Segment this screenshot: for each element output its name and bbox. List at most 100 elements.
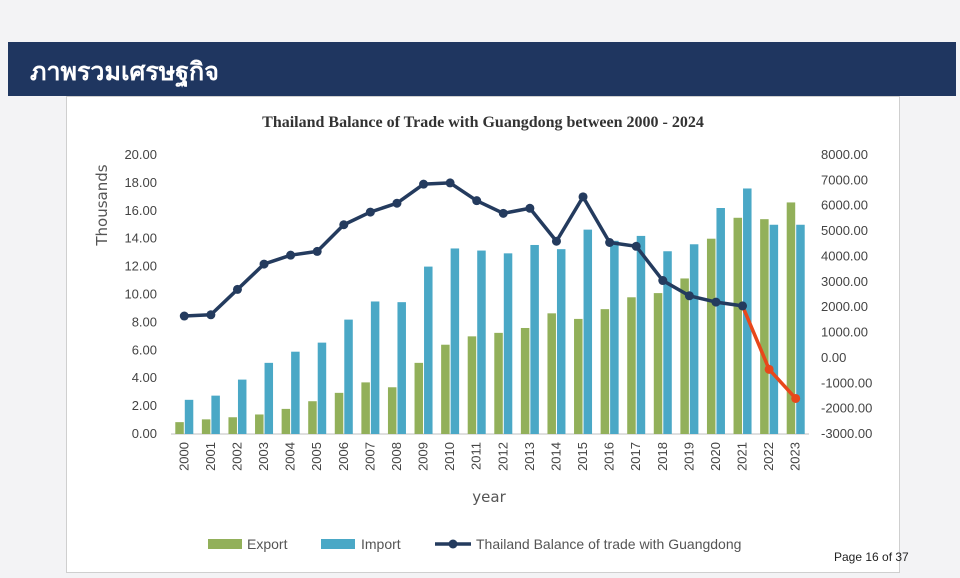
import-bar — [344, 319, 353, 434]
slide-title: ภาพรวมเศรษฐกิจ — [30, 57, 219, 86]
export-bar — [706, 238, 716, 434]
import-bar — [291, 351, 300, 434]
y-tick-label: 0.00 — [132, 426, 157, 441]
export-bar — [467, 336, 477, 434]
x-tick-label: 2015 — [575, 442, 590, 471]
export-bar — [733, 217, 743, 434]
import-bar — [636, 235, 646, 434]
export-bar — [574, 318, 583, 434]
balance-point — [711, 297, 721, 307]
x-tick-label: 2012 — [495, 442, 510, 471]
x-tick-label: 2005 — [309, 442, 324, 471]
x-tick-label: 2003 — [256, 442, 271, 471]
import-bar — [796, 224, 805, 434]
y2-tick-label: -2000.00 — [821, 401, 872, 416]
import-bar — [370, 301, 380, 434]
import-bar — [424, 266, 433, 434]
import-bar — [317, 342, 327, 434]
import-bar — [264, 362, 274, 434]
x-tick-label: 2017 — [628, 442, 643, 471]
balance-point — [259, 259, 269, 269]
export-bar — [361, 382, 370, 434]
export-bar — [600, 309, 610, 434]
import-bar — [237, 379, 247, 434]
balance-point — [764, 364, 774, 374]
x-tick-label: 2014 — [548, 442, 563, 471]
x-tick-label: 2006 — [336, 442, 351, 471]
import-bar — [556, 249, 566, 434]
import-bar — [450, 248, 460, 434]
import-bar — [211, 395, 220, 434]
export-bar — [175, 422, 184, 434]
balance-point — [631, 241, 641, 251]
chart-frame: Thailand Balance of Trade with Guangdong… — [66, 96, 900, 573]
y2-tick-label: 7000.00 — [821, 172, 868, 187]
export-bar — [441, 344, 450, 434]
balance-point — [472, 196, 482, 206]
page-number: Page 16 of 37 — [834, 550, 909, 564]
x-tick-label: 2008 — [389, 442, 404, 471]
x-tick-label: 2016 — [602, 442, 617, 471]
x-tick-label: 2019 — [681, 442, 696, 471]
import-bar — [397, 302, 406, 434]
plot-area: 0.00 2.00 4.00 6.00 8.00 10.00 12.00 14.00 16.00… — [124, 147, 872, 471]
export-bar — [760, 219, 769, 434]
y2-tick-label: 3000.00 — [821, 274, 868, 289]
export-bar — [308, 401, 317, 434]
export-bar — [494, 332, 503, 434]
balance-point — [605, 238, 615, 248]
export-bar — [281, 408, 291, 434]
legend-label-import: Import — [361, 536, 401, 552]
balance-point — [232, 284, 242, 294]
import-bar — [503, 253, 513, 434]
trade-chart: Thailand Balance of Trade with Guangdong… — [93, 114, 872, 552]
y2-tick-label: 2000.00 — [821, 299, 868, 314]
legend-label-export: Export — [247, 536, 288, 552]
import-bar — [530, 244, 539, 434]
import-bar — [583, 229, 593, 434]
export-bar — [547, 313, 556, 434]
export-bar — [255, 414, 264, 434]
x-tick-label: 2009 — [416, 442, 431, 471]
x-tick-label: 2011 — [469, 442, 484, 470]
y-tick-label: 8.00 — [132, 314, 157, 329]
y2-tick-label: 4000.00 — [821, 248, 868, 263]
y2-tick-label: 0.00 — [821, 350, 846, 365]
export-bar — [228, 417, 237, 434]
legend: Export Import Thailand Balance of trade wi… — [208, 536, 741, 552]
balance-point — [392, 198, 402, 208]
x-tick-label: 2020 — [708, 442, 723, 471]
y2-tick-label: -3000.00 — [821, 426, 872, 441]
balance-point — [365, 207, 375, 217]
import-bar — [743, 188, 752, 434]
y-tick-label: 4.00 — [132, 370, 157, 385]
balance-point — [738, 301, 748, 311]
export-bar — [627, 297, 636, 434]
import-bar — [769, 224, 779, 434]
y-tick-label: 20.00 — [124, 147, 157, 162]
export-bar — [201, 419, 211, 434]
balance-point — [684, 291, 694, 301]
import-bar — [689, 244, 699, 434]
y-tick-label: 10.00 — [124, 287, 157, 302]
x-tick-label: 2004 — [283, 442, 298, 471]
import-bar — [663, 251, 672, 434]
x-tick-label: 2010 — [442, 442, 457, 471]
chart-title: Thailand Balance of Trade with Guangdong… — [262, 114, 704, 131]
x-axis-label: year — [472, 488, 506, 506]
balance-point — [286, 250, 296, 260]
y2-tick-label: 5000.00 — [821, 223, 868, 238]
x-tick-label: 2018 — [655, 442, 670, 471]
balance-point — [419, 179, 429, 189]
x-tick-label: 2007 — [362, 442, 377, 471]
import-bar — [716, 208, 725, 434]
export-bar — [414, 362, 424, 434]
balance-point — [525, 203, 535, 213]
export-bar — [653, 293, 663, 434]
y-tick-label: 12.00 — [124, 259, 157, 274]
x-tick-label: 2000 — [176, 442, 191, 471]
y-tick-label: 16.00 — [124, 203, 157, 218]
legend-marker-balance — [448, 539, 458, 549]
x-tick-label: 2023 — [788, 442, 803, 471]
balance-point — [658, 276, 668, 286]
